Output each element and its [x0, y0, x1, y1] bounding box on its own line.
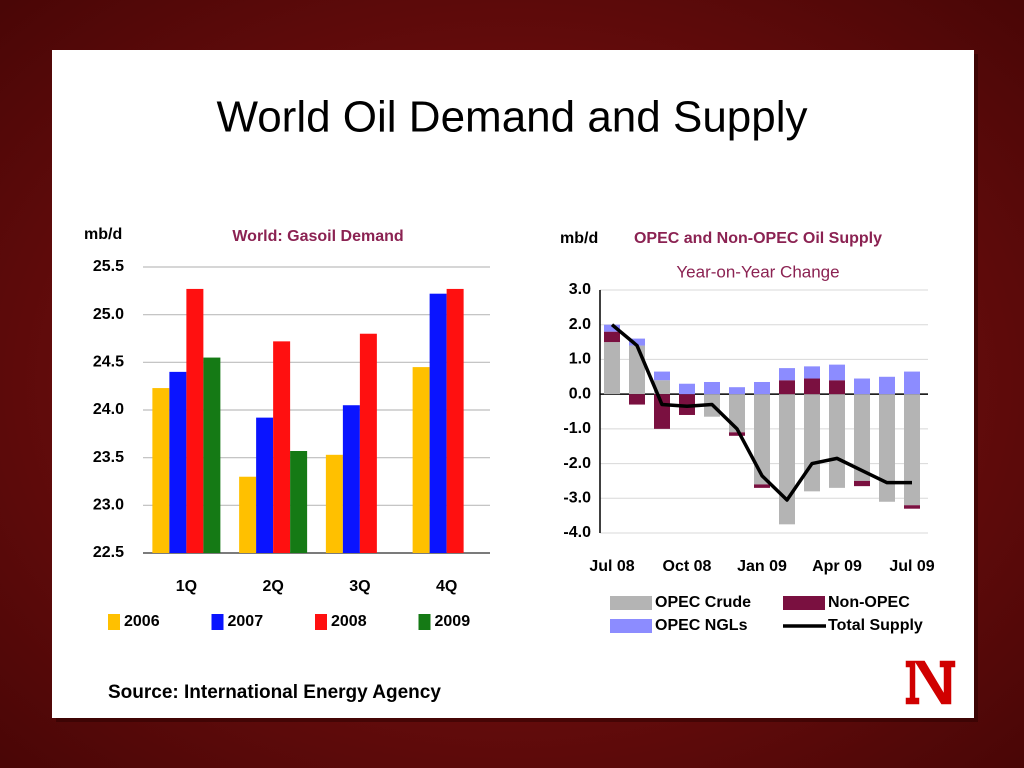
x-tick-label: Jan 09: [737, 558, 787, 575]
bar-segment: [804, 366, 820, 379]
y-tick-label: -3.0: [563, 490, 591, 507]
y-axis-label: mb/d: [560, 230, 598, 247]
bar: [203, 357, 221, 553]
legend-swatch: [610, 619, 652, 633]
bar-segment: [654, 394, 670, 429]
chart-title: OPEC and Non-OPEC Oil Supply: [634, 230, 882, 247]
chart-title: World: Gasoil Demand: [232, 228, 403, 245]
y-tick-label: 24.5: [93, 354, 124, 371]
legend-label: 2006: [124, 613, 160, 630]
bar-segment: [829, 364, 845, 381]
bar: [186, 288, 204, 553]
bar: [239, 476, 257, 553]
legend-label: Non-OPEC: [828, 594, 910, 611]
slide-title: World Oil Demand and Supply: [216, 93, 807, 142]
bar-segment: [629, 345, 645, 395]
y-tick-label: -1.0: [563, 420, 591, 437]
bar-segment: [654, 371, 670, 381]
x-tick-label: Apr 09: [812, 558, 862, 575]
bar-segment: [754, 381, 770, 395]
bar: [342, 405, 360, 553]
bar-segment: [729, 432, 745, 436]
legend-swatch: [315, 614, 327, 630]
x-tick-label: 1Q: [176, 578, 197, 595]
bar: [429, 293, 447, 553]
x-tick-label: Jul 09: [889, 558, 934, 575]
bar: [169, 371, 187, 553]
bar-segment: [779, 394, 795, 525]
bar-segment: [904, 371, 920, 395]
bar-segment: [879, 394, 895, 502]
bar-segment: [804, 378, 820, 395]
legend-swatch: [108, 614, 120, 630]
bar: [412, 367, 430, 553]
legend-label: 2008: [331, 613, 367, 630]
bar-segment: [779, 380, 795, 395]
legend-label: Total Supply: [828, 617, 923, 634]
y-tick-label: 22.5: [93, 544, 124, 561]
bar-segment: [604, 331, 620, 343]
y-tick-label: 25.5: [93, 258, 124, 275]
y-tick-label: 25.0: [93, 306, 124, 323]
bar-segment: [854, 394, 870, 481]
bar-segment: [854, 378, 870, 395]
bar-segment: [754, 394, 770, 485]
bar-segment: [754, 484, 770, 488]
y-tick-label: 3.0: [569, 281, 591, 298]
bar-segment: [704, 381, 720, 395]
x-tick-label: 2Q: [262, 578, 283, 595]
legend-label: 2007: [228, 613, 264, 630]
bar: [290, 450, 308, 553]
logo: [904, 659, 957, 706]
bar-segment: [779, 368, 795, 381]
y-tick-label: 1.0: [569, 351, 591, 368]
legend-swatch: [783, 596, 825, 610]
bar-segment: [879, 376, 895, 395]
bar-segment: [629, 338, 645, 346]
x-tick-label: 3Q: [349, 578, 370, 595]
bar: [273, 341, 291, 553]
bar-segment: [804, 394, 820, 492]
y-tick-label: 23.0: [93, 497, 124, 514]
bar-segment: [729, 387, 745, 395]
x-tick-label: Jul 08: [589, 558, 634, 575]
legend-label: OPEC NGLs: [655, 617, 748, 634]
x-tick-label: Oct 08: [663, 558, 712, 575]
y-axis-label: mb/d: [84, 226, 122, 243]
bar: [359, 333, 377, 553]
y-tick-label: 0.0: [569, 385, 591, 402]
legend-label: 2009: [435, 613, 471, 630]
bar-segment: [829, 380, 845, 395]
source: Source: International Energy Agency: [108, 682, 441, 703]
bar-segment: [829, 394, 845, 488]
bar: [446, 288, 464, 553]
y-tick-label: 24.0: [93, 401, 124, 418]
bar: [325, 454, 343, 553]
bar-segment: [604, 342, 620, 395]
y-tick-label: -4.0: [563, 524, 591, 541]
bar-segment: [904, 394, 920, 506]
bar-segment: [679, 383, 695, 395]
bar-segment: [604, 324, 620, 332]
legend-swatch: [211, 614, 224, 630]
line: [610, 323, 912, 502]
bar: [256, 417, 274, 553]
bar-segment: [629, 394, 645, 405]
bar-segment: [904, 505, 920, 509]
y-tick-label: 2.0: [569, 316, 591, 333]
x-tick-label: 4Q: [436, 578, 457, 595]
y-tick-label: -2.0: [563, 455, 591, 472]
legend-swatch: [418, 614, 431, 630]
chart-subtitle: Year-on-Year Change: [676, 262, 839, 281]
bar: [152, 388, 170, 553]
legend-swatch: [610, 596, 652, 610]
y-tick-label: 23.5: [93, 449, 124, 466]
bar-segment: [854, 480, 870, 487]
legend-label: OPEC Crude: [655, 594, 751, 611]
